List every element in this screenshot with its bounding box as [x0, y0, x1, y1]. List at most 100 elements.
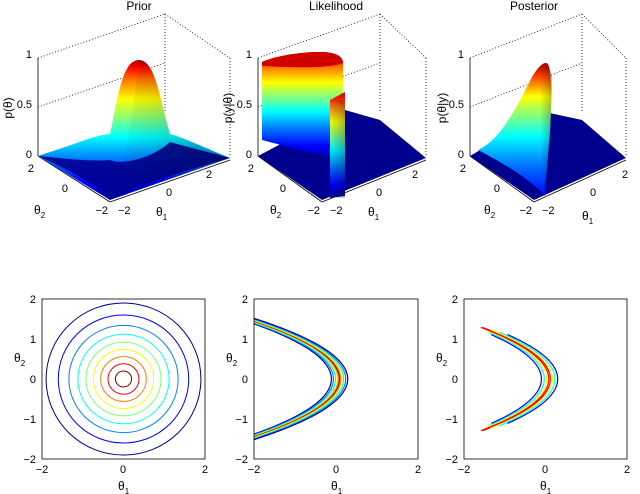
xtick-label: 2	[622, 169, 628, 181]
contour-line	[480, 326, 550, 432]
yaxis-label: θ2	[14, 351, 26, 368]
ytick-label: −2	[519, 205, 532, 217]
plot-frame	[253, 298, 419, 460]
contour-line	[114, 370, 133, 388]
contour-line	[254, 319, 345, 439]
xtick-label: −2	[458, 464, 471, 476]
panel-likelihood-contour: 2 1 0 −1 −2 −2 0 2 θ1 θ2	[226, 294, 421, 494]
xaxis-label: θ1	[368, 205, 380, 222]
xtick-label: 0	[542, 464, 548, 476]
plot-area	[254, 317, 349, 441]
xtick-label: 0	[590, 187, 596, 199]
ztick-label: 0.5	[449, 99, 464, 111]
ytick-label: 0	[242, 374, 248, 386]
plot-frame	[463, 298, 628, 460]
surface-ridge-top	[262, 52, 343, 68]
xtick-label: −2	[118, 205, 131, 217]
ytick-label: 2	[30, 294, 36, 306]
yaxis-label: θ2	[34, 203, 46, 220]
ztick-label: 0.5	[237, 99, 252, 111]
xtick-label: 2	[415, 464, 421, 476]
xtick-label: 0	[333, 464, 339, 476]
xtick-label: 0	[376, 187, 382, 199]
yaxis-label: θ2	[436, 351, 448, 368]
zaxis-label: p(θ|y)	[435, 93, 449, 123]
surface-mesh	[478, 62, 552, 196]
ytick-label: −2	[307, 205, 320, 217]
contour-line	[254, 317, 349, 441]
plot-area	[45, 302, 202, 456]
ytick-label: −1	[445, 414, 458, 426]
contour-line	[57, 314, 190, 444]
ticks: 2 1 0 −1 −2 −2 0 2	[23, 294, 208, 476]
contour-line	[254, 319, 343, 439]
surface	[258, 52, 426, 200]
panel-posterior-contour: 2 1 0 −1 −2 −2 0 2 θ1 θ2	[436, 294, 630, 494]
plot-area	[480, 326, 559, 432]
contour-line	[100, 356, 147, 402]
contour-line	[254, 323, 333, 435]
chart-title: Posterior	[510, 0, 558, 13]
xaxis-label: θ1	[156, 205, 168, 222]
surface-wall	[262, 52, 343, 160]
ytick-label: 2	[460, 163, 466, 175]
ticks: 2 1 0 −1 −2 −2 0 2	[445, 294, 630, 476]
contour-line	[490, 334, 543, 424]
ticks: 1 0.5 0 2 0 −2 −2 0 2	[17, 49, 212, 217]
contour-line	[107, 363, 140, 395]
contour-line	[498, 331, 556, 427]
contour-line	[68, 324, 179, 434]
ytick-label: −1	[23, 414, 36, 426]
xtick-label: −2	[330, 205, 343, 217]
contour-line	[482, 326, 551, 432]
ztick-label: 0	[26, 149, 32, 161]
xtick-label: 0	[120, 464, 126, 476]
ztick-label: 1	[246, 49, 252, 61]
xtick-label: 2	[202, 464, 208, 476]
ztick-label: 0.5	[17, 99, 32, 111]
ytick-label: 0	[280, 183, 286, 195]
zaxis-label: p(θ)	[1, 97, 15, 118]
axis-box	[37, 13, 231, 203]
xaxis-label: θ1	[331, 479, 343, 494]
xtick-label: 2	[206, 169, 212, 181]
ytick-label: 2	[248, 163, 254, 175]
contour-line	[77, 333, 170, 425]
ytick-label: 1	[30, 334, 36, 346]
ztick-label: 0	[458, 149, 464, 161]
contour-line	[254, 322, 335, 436]
xtick-label: −2	[36, 464, 49, 476]
ytick-label: 1	[242, 334, 248, 346]
surface	[470, 62, 626, 200]
surface-shading	[540, 65, 552, 196]
ztick-label: 1	[26, 49, 32, 61]
yaxis-label: θ2	[270, 203, 282, 220]
ticks: 1 0.5 0 2 0 −2 −2 0 2	[449, 49, 628, 217]
ztick-label: 1	[458, 49, 464, 61]
contour-lines	[480, 326, 559, 432]
ytick-label: −2	[23, 454, 36, 466]
contour-line	[92, 348, 155, 410]
panel-posterior-surface: Posterior 1 0.5 0 2 0 −2 −2 0 2 p(θ	[435, 0, 628, 226]
xtick-label: −2	[542, 205, 555, 217]
ytick-label: 2	[28, 163, 34, 175]
xtick-label: 0	[166, 187, 172, 199]
contour-line	[484, 329, 548, 429]
contour-line	[254, 318, 347, 440]
xtick-label: −2	[248, 464, 261, 476]
xtick-label: 2	[624, 464, 630, 476]
contour-line	[45, 302, 202, 456]
chart-title: Likelihood	[309, 0, 363, 13]
panel-likelihood-surface: Likelihood 1 0.5 0 2 0 −2 −2 0	[221, 0, 427, 222]
surface-shading	[110, 60, 230, 200]
panel-prior-contour: 2 1 0 −1 −2 −2 0 2 θ1 θ2	[14, 294, 208, 494]
axis-box	[469, 13, 627, 203]
ytick-label: 0	[62, 183, 68, 195]
contour-line	[488, 331, 545, 427]
ytick-label: 1	[452, 334, 458, 346]
xaxis-label: θ1	[540, 479, 552, 494]
yaxis-label: θ2	[484, 203, 496, 220]
contour-lines	[45, 302, 202, 456]
ticks: 1 0.5 0 2 0 −2 −2 0 2	[237, 49, 418, 217]
